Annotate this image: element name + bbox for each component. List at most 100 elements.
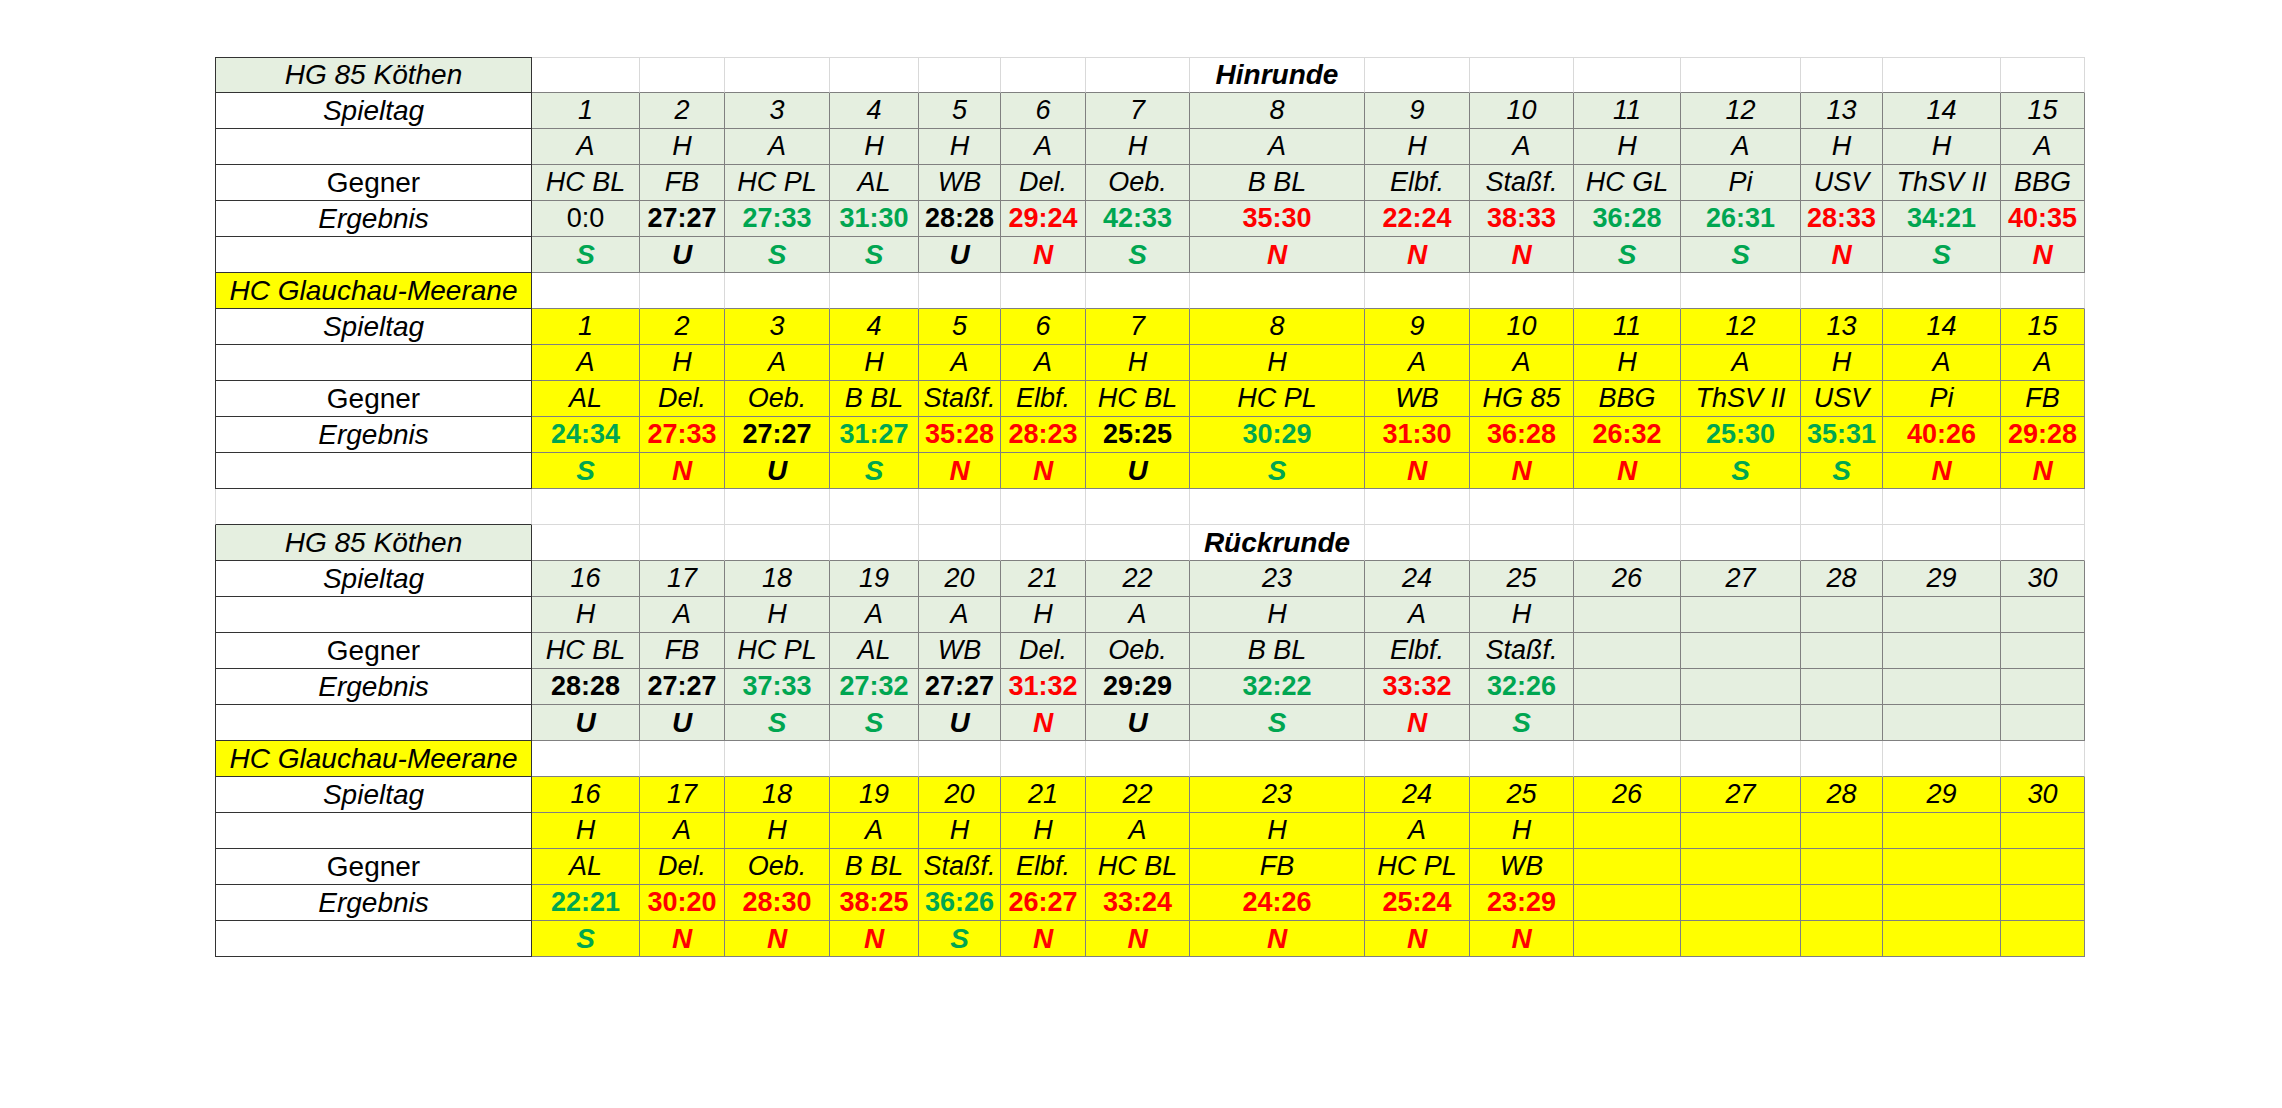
empty-cell[interactable] [640, 273, 725, 309]
outcome-cell[interactable]: U [1086, 453, 1190, 489]
venue-cell[interactable]: H [830, 345, 919, 381]
opponent-cell[interactable]: Elbf. [1365, 165, 1470, 201]
venue-cell[interactable]: H [640, 129, 725, 165]
result-cell[interactable]: 31:30 [830, 201, 919, 237]
empty-cell[interactable] [1190, 741, 1365, 777]
venue-cell[interactable]: A [1365, 345, 1470, 381]
opponent-cell[interactable]: BBG [2001, 165, 2085, 201]
empty-cell[interactable] [640, 57, 725, 93]
matchday-cell[interactable]: 24 [1365, 777, 1470, 813]
result-cell[interactable] [1574, 885, 1681, 921]
empty-cell[interactable] [1574, 57, 1681, 93]
venue-cell[interactable] [1574, 597, 1681, 633]
venue-cell[interactable]: H [532, 597, 640, 633]
result-cell[interactable] [2001, 669, 2085, 705]
matchday-cell[interactable]: 28 [1801, 777, 1883, 813]
result-cell[interactable] [1574, 669, 1681, 705]
opponent-cell[interactable]: HG 85 [1470, 381, 1574, 417]
opponent-cell[interactable]: HC BL [1086, 849, 1190, 885]
matchday-cell[interactable]: 4 [830, 93, 919, 129]
empty-cell[interactable] [1883, 525, 2001, 561]
empty-cell[interactable] [1001, 57, 1086, 93]
result-cell[interactable]: 27:27 [919, 669, 1001, 705]
result-cell[interactable] [1883, 885, 2001, 921]
opponent-cell[interactable]: Elbf. [1001, 381, 1086, 417]
outcome-cell[interactable]: S [725, 705, 830, 741]
matchday-cell[interactable]: 15 [2001, 93, 2085, 129]
venue-cell[interactable]: H [1190, 597, 1365, 633]
result-cell[interactable]: 33:24 [1086, 885, 1190, 921]
result-cell[interactable]: 38:33 [1470, 201, 1574, 237]
matchday-cell[interactable]: 5 [919, 309, 1001, 345]
venue-cell[interactable]: A [1681, 345, 1801, 381]
empty-cell[interactable] [1470, 273, 1574, 309]
empty-cell[interactable] [1086, 489, 1190, 525]
outcome-cell[interactable]: S [1190, 453, 1365, 489]
outcome-cell[interactable]: N [640, 921, 725, 957]
row-label-ergebnis[interactable]: Ergebnis [215, 885, 532, 921]
venue-cell[interactable]: A [2001, 345, 2085, 381]
result-cell[interactable]: 31:32 [1001, 669, 1086, 705]
outcome-cell[interactable]: S [1190, 705, 1365, 741]
empty-cell[interactable] [640, 741, 725, 777]
result-cell[interactable]: 26:32 [1574, 417, 1681, 453]
result-cell[interactable]: 37:33 [725, 669, 830, 705]
empty-cell[interactable] [1801, 489, 1883, 525]
empty-cell[interactable] [1681, 741, 1801, 777]
venue-cell[interactable]: A [640, 597, 725, 633]
matchday-cell[interactable]: 14 [1883, 93, 2001, 129]
matchday-cell[interactable]: 11 [1574, 93, 1681, 129]
venue-cell[interactable]: A [1086, 597, 1190, 633]
opponent-cell[interactable]: HC PL [1365, 849, 1470, 885]
opponent-cell[interactable]: Staßf. [919, 849, 1001, 885]
outcome-cell[interactable] [1681, 705, 1801, 741]
outcome-cell[interactable]: U [725, 453, 830, 489]
empty-cell[interactable] [1801, 273, 1883, 309]
row-label-blank[interactable] [215, 597, 532, 633]
opponent-cell[interactable]: HC BL [1086, 381, 1190, 417]
matchday-cell[interactable]: 29 [1883, 777, 2001, 813]
outcome-cell[interactable]: N [919, 453, 1001, 489]
empty-cell[interactable] [1001, 489, 1086, 525]
matchday-cell[interactable]: 8 [1190, 93, 1365, 129]
matchday-cell[interactable]: 19 [830, 777, 919, 813]
result-cell[interactable]: 40:35 [2001, 201, 2085, 237]
result-cell[interactable]: 31:27 [830, 417, 919, 453]
matchday-cell[interactable]: 22 [1086, 561, 1190, 597]
opponent-cell[interactable]: Elbf. [1001, 849, 1086, 885]
result-cell[interactable]: 36:28 [1470, 417, 1574, 453]
empty-cell[interactable] [919, 489, 1001, 525]
outcome-cell[interactable]: S [725, 237, 830, 273]
empty-cell[interactable] [1883, 57, 2001, 93]
venue-cell[interactable] [1883, 597, 2001, 633]
opponent-cell[interactable]: FB [2001, 381, 2085, 417]
venue-cell[interactable]: A [1086, 813, 1190, 849]
outcome-cell[interactable]: N [1365, 705, 1470, 741]
result-cell[interactable] [1801, 885, 1883, 921]
venue-cell[interactable]: A [1883, 345, 2001, 381]
empty-cell[interactable] [830, 57, 919, 93]
outcome-cell[interactable] [1574, 921, 1681, 957]
matchday-cell[interactable]: 29 [1883, 561, 2001, 597]
venue-cell[interactable]: A [1190, 129, 1365, 165]
matchday-cell[interactable]: 9 [1365, 93, 1470, 129]
outcome-cell[interactable]: N [1470, 453, 1574, 489]
empty-cell[interactable] [1470, 489, 1574, 525]
empty-cell[interactable] [532, 741, 640, 777]
result-cell[interactable]: 24:26 [1190, 885, 1365, 921]
matchday-cell[interactable]: 25 [1470, 561, 1574, 597]
outcome-cell[interactable]: S [1681, 237, 1801, 273]
opponent-cell[interactable]: B BL [1190, 633, 1365, 669]
opponent-cell[interactable]: B BL [830, 849, 919, 885]
venue-cell[interactable]: A [919, 345, 1001, 381]
venue-cell[interactable] [1883, 813, 2001, 849]
result-cell[interactable]: 27:33 [640, 417, 725, 453]
matchday-cell[interactable]: 25 [1470, 777, 1574, 813]
opponent-cell[interactable]: FB [640, 165, 725, 201]
opponent-cell[interactable]: WB [1470, 849, 1574, 885]
opponent-cell[interactable]: Pi [1681, 165, 1801, 201]
result-cell[interactable]: 35:30 [1190, 201, 1365, 237]
empty-cell[interactable] [532, 273, 640, 309]
empty-cell[interactable] [640, 489, 725, 525]
matchday-cell[interactable]: 13 [1801, 93, 1883, 129]
